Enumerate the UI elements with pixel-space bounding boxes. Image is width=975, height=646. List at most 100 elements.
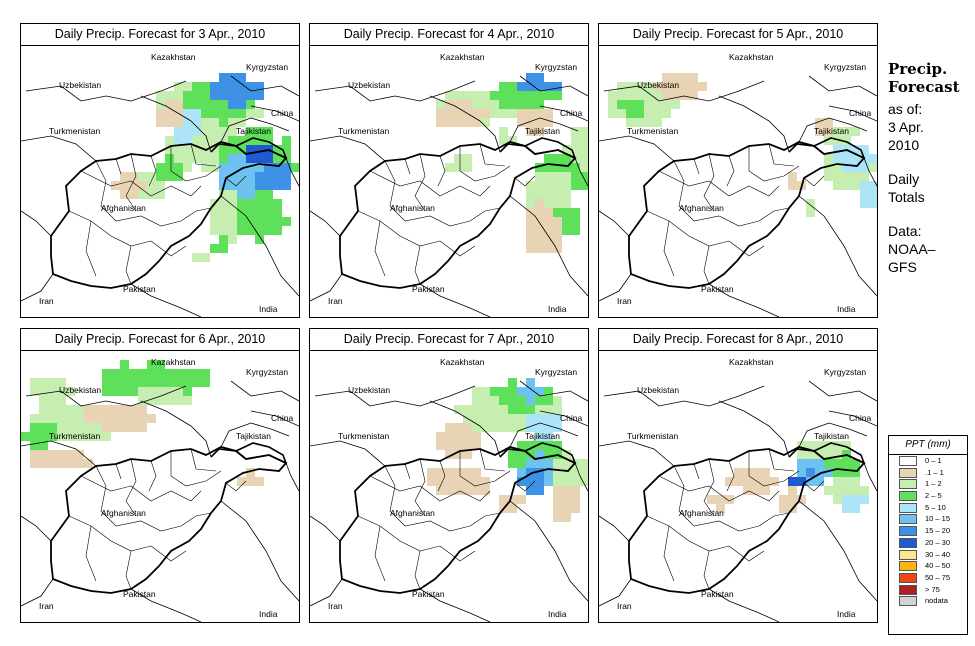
- precip-cell: [526, 459, 535, 468]
- precip-cell: [255, 136, 264, 145]
- precip-cell: [716, 495, 725, 504]
- precip-cell: [472, 109, 481, 118]
- precip-cell: [544, 459, 553, 468]
- country-border: [230, 380, 299, 402]
- country-border: [250, 105, 299, 122]
- precip-cell: [544, 387, 553, 396]
- province-border: [80, 475, 202, 502]
- precip-cell: [255, 235, 264, 244]
- precip-cell: [562, 477, 571, 486]
- country-border: [310, 515, 341, 542]
- precip-cell: [562, 145, 571, 154]
- precip-cell: [824, 441, 833, 450]
- precip-cell: [48, 459, 57, 468]
- precip-cell: [544, 405, 553, 414]
- precip-cell: [544, 118, 553, 127]
- precip-cell: [833, 136, 842, 145]
- precip-cell: [282, 172, 291, 181]
- precip-cell: [842, 127, 851, 136]
- precip-cell: [201, 118, 210, 127]
- precip-cell: [571, 477, 580, 486]
- precip-cell: [237, 136, 246, 145]
- precip-cell: [463, 154, 472, 163]
- precip-cell: [517, 414, 526, 423]
- label-kyrgyzstan: Kyrgyzstan: [535, 367, 577, 377]
- country-border: [539, 105, 588, 122]
- precip-cell: [499, 82, 508, 91]
- totals-line-2: Totals: [888, 189, 925, 205]
- province-border: [68, 210, 152, 247]
- legend-label: 5 – 10: [925, 502, 946, 512]
- country-border: [708, 283, 780, 317]
- precip-cell: [779, 495, 788, 504]
- precip-cell: [219, 199, 228, 208]
- precip-cell: [219, 127, 228, 136]
- label-china: China: [560, 413, 582, 423]
- precip-cell: [544, 244, 553, 253]
- precip-cell: [833, 468, 842, 477]
- precip-cell: [75, 405, 84, 414]
- province-border: [125, 458, 137, 517]
- province-border: [404, 463, 411, 480]
- precip-cell: [129, 378, 138, 387]
- precip-cell: [111, 414, 120, 423]
- precip-cell: [219, 91, 228, 100]
- precip-cell: [246, 163, 255, 172]
- precip-cell: [246, 190, 255, 199]
- label-iran: Iran: [328, 601, 343, 611]
- precip-cell: [21, 432, 30, 441]
- afghanistan-outline: [50, 446, 288, 594]
- precip-cell: [860, 486, 869, 495]
- province-border: [768, 143, 795, 167]
- precip-cell: [246, 100, 255, 109]
- precip-cell: [535, 477, 544, 486]
- precip-cell: [743, 468, 752, 477]
- label-iran: Iran: [39, 601, 54, 611]
- precip-cell: [481, 118, 490, 127]
- precip-cell: [526, 73, 535, 82]
- label-turkmenistan: Turkmenistan: [338, 126, 389, 136]
- precip-cell: [48, 405, 57, 414]
- precip-cell: [57, 423, 66, 432]
- precip-cell: [544, 226, 553, 235]
- precip-cell: [120, 190, 129, 199]
- precip-cell: [833, 154, 842, 163]
- precip-cell: [562, 513, 571, 522]
- precip-cell: [833, 181, 842, 190]
- country-border: [25, 385, 187, 407]
- province-border: [414, 153, 426, 212]
- precip-cell: [174, 118, 183, 127]
- precip-cell: [517, 405, 526, 414]
- precip-cell: [201, 91, 210, 100]
- country-border: [285, 462, 299, 492]
- precip-cell: [743, 477, 752, 486]
- precip-cell: [626, 91, 635, 100]
- precip-cell: [562, 163, 571, 172]
- province-border: [357, 515, 441, 552]
- precip-cell: [671, 100, 680, 109]
- precip-cell: [526, 127, 535, 136]
- country-border: [519, 380, 588, 402]
- precip-map: Uzbekistan Kazakhstan Kyrgyzstan China Turkm…: [21, 357, 299, 622]
- precip-cell: [264, 172, 273, 181]
- province-border: [369, 170, 491, 197]
- precip-cell: [788, 495, 797, 504]
- precip-cell: [454, 477, 463, 486]
- label-turkmenistan: Turkmenistan: [49, 126, 100, 136]
- precip-cell: [165, 100, 174, 109]
- country-border: [863, 157, 877, 187]
- precip-cell: [454, 405, 463, 414]
- precip-cell: [219, 208, 228, 217]
- label-china: China: [849, 413, 871, 423]
- precip-cell: [102, 369, 111, 378]
- legend-swatch: [899, 572, 917, 583]
- precip-cell: [544, 450, 553, 459]
- precip-cell: [264, 226, 273, 235]
- precip-cell: [544, 441, 553, 450]
- precip-cell: [210, 154, 219, 163]
- precip-cell: [481, 396, 490, 405]
- asof-label: as of:: [888, 101, 923, 117]
- precip-cell: [264, 208, 273, 217]
- forecast-panel-apr-3: Daily Precip. Forecast for 3 Apr., 2010 …: [20, 23, 300, 318]
- precip-cell: [228, 136, 237, 145]
